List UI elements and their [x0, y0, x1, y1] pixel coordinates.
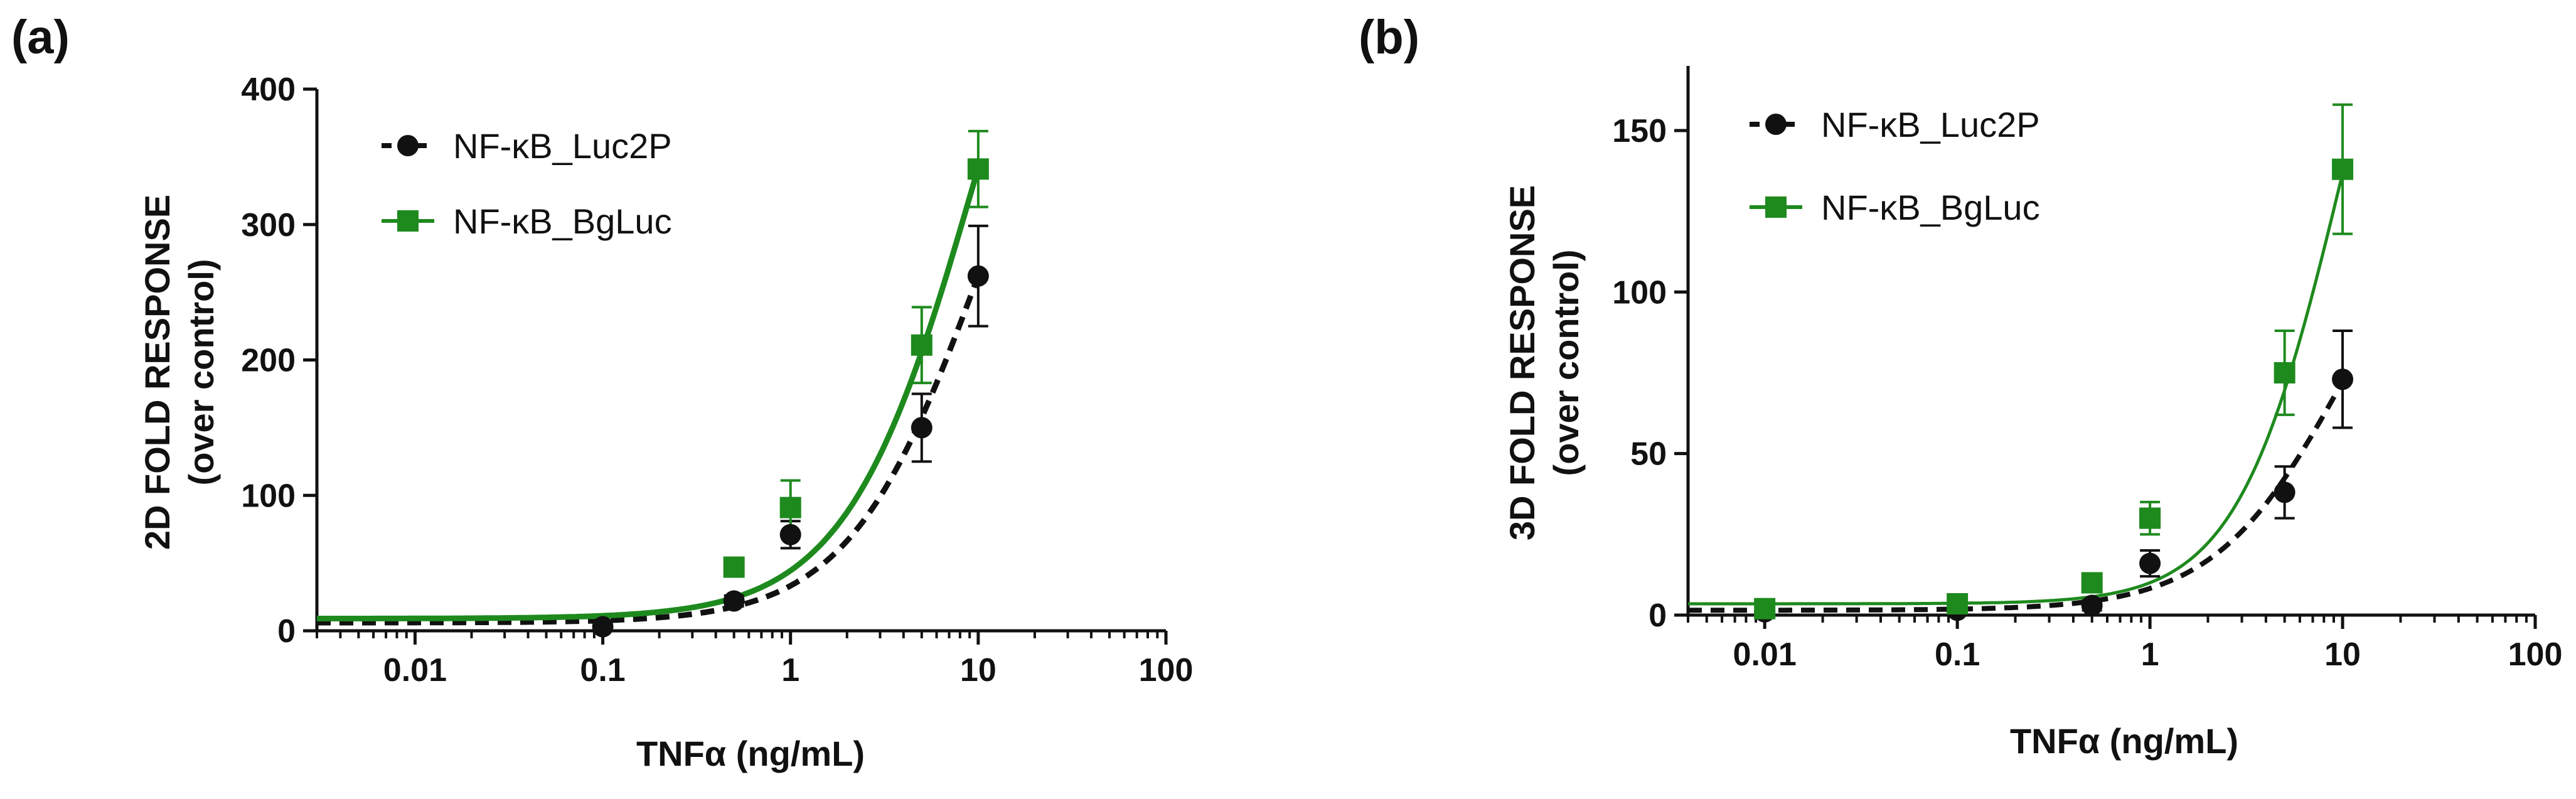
y-tick-label: 400: [241, 72, 296, 108]
data-point-luc2p: [2274, 481, 2295, 503]
panel-b-data-points: [1754, 158, 2354, 623]
panel-b-y-axis-title: 3D FOLD RESPONSE: [1502, 185, 1542, 540]
panel-a-ticks: 0.01 0.1 1 10 100 0 100 200 300 400: [241, 72, 1193, 689]
panel-a-y-axis-title: 2D FOLD RESPONSE: [137, 195, 177, 550]
data-point-luc2p: [723, 590, 745, 612]
fit-curve-bgluc: [1688, 173, 2344, 606]
x-tick-label: 10: [960, 652, 997, 689]
legend-marker-bgluc: [397, 210, 419, 232]
data-point-bgluc: [1754, 598, 1776, 619]
fit-curve-luc2p: [317, 275, 981, 626]
legend-label-bgluc: NF-κB_BgLuc: [1821, 188, 2040, 227]
data-point-luc2p: [2332, 368, 2354, 390]
data-point-luc2p: [967, 265, 989, 287]
panel-b-x-axis-title: TNFα (ng/mL): [2010, 721, 2238, 761]
y-tick-label: 50: [1630, 436, 1667, 473]
legend-marker-bgluc: [1765, 196, 1787, 218]
panel-a-y-axis-subtitle: (over control): [181, 259, 221, 486]
panel-a-data-points: [592, 158, 989, 638]
panel-a-legend: NF-κB_Luc2P NF-κB_BgLuc: [382, 126, 672, 241]
x-tick-label: 100: [2508, 636, 2563, 673]
data-point-bgluc: [779, 496, 801, 518]
panel-b-error-bars: [1755, 103, 2353, 616]
x-tick-label: 0.01: [383, 652, 447, 689]
data-point-luc2p: [779, 523, 801, 545]
x-tick-label: 100: [1139, 652, 1194, 689]
y-tick-label: 0: [1649, 598, 1667, 634]
legend-label-bgluc: NF-κB_BgLuc: [453, 201, 672, 241]
fit-curve-bgluc: [317, 166, 981, 621]
panel-a-fit-curves: [317, 166, 981, 626]
data-point-bgluc: [967, 158, 989, 180]
data-point-bgluc: [2332, 158, 2354, 180]
data-point-bgluc: [911, 334, 933, 356]
x-tick-label: 1: [781, 652, 799, 689]
panel-b-letter: (b): [1359, 11, 1419, 64]
x-tick-label: 1: [2141, 636, 2159, 673]
y-tick-label: 300: [241, 207, 296, 244]
y-tick-label: 150: [1612, 113, 1667, 149]
panel-b-fit-curves: [1688, 173, 2345, 613]
y-tick-label: 100: [241, 478, 296, 514]
data-point-bgluc: [2274, 362, 2295, 383]
y-tick-label: 0: [277, 613, 296, 650]
fit-curve-luc2p: [1688, 380, 2345, 613]
legend-marker-luc2p: [1765, 114, 1787, 135]
y-tick-label: 200: [241, 343, 296, 379]
panel-b-ticks: 0.01 0.1 1 10 100 0 50 100 150: [1612, 113, 2562, 673]
data-point-bgluc: [2081, 572, 2103, 594]
data-point-bgluc: [2139, 507, 2161, 529]
data-point-luc2p: [911, 417, 933, 439]
panel-b-y-axis-subtitle: (over control): [1546, 250, 1586, 476]
panel-a-letter: (a): [11, 11, 70, 64]
panel-b-legend: NF-κB_Luc2P NF-κB_BgLuc: [1750, 105, 2040, 227]
legend-label-luc2p: NF-κB_Luc2P: [1821, 105, 2040, 144]
data-point-bgluc: [1947, 593, 1969, 614]
data-point-luc2p: [2139, 552, 2161, 574]
data-point-luc2p: [2081, 594, 2103, 616]
legend-marker-luc2p: [397, 135, 419, 156]
x-tick-label: 0.1: [580, 652, 625, 689]
x-tick-label: 0.01: [1733, 636, 1797, 673]
data-point-bgluc: [723, 556, 745, 578]
panel-a-axes: [315, 89, 1166, 633]
panel-b-axes: [1686, 66, 2535, 617]
x-tick-label: 0.1: [1935, 636, 1980, 673]
y-tick-label: 100: [1612, 274, 1667, 311]
panel-a: (a) 0.01 0.1 1 10 100 0 100 200 300 400 NF-κB_Luc…: [11, 11, 1193, 773]
legend-label-luc2p: NF-κB_Luc2P: [453, 126, 672, 166]
panel-a-x-axis-title: TNFα (ng/mL): [636, 734, 865, 773]
data-point-luc2p: [592, 616, 614, 638]
x-tick-label: 10: [2324, 636, 2361, 673]
